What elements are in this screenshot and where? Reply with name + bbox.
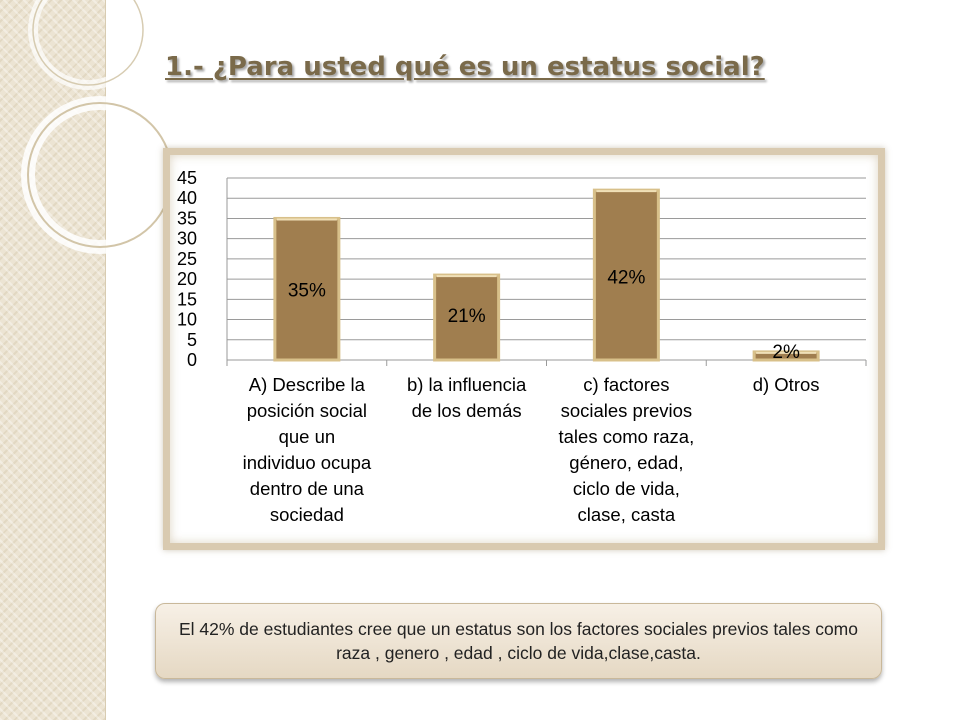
summary-box: El 42% de estudiantes cree que un estatu…: [155, 603, 882, 679]
y-tick-label: 10: [177, 310, 197, 330]
category-label: b) la influencia de los demás: [407, 374, 527, 421]
category-label: c) factores sociales previos tales como ra…: [559, 374, 695, 525]
category-label-line: c) factores: [583, 374, 669, 395]
category-label-line: género, edad,: [569, 452, 683, 473]
category-label-line: ciclo de vida,: [573, 478, 680, 499]
data-label: 42%: [607, 268, 645, 289]
category-label-line: posición social: [247, 400, 367, 421]
y-tick-label: 5: [187, 330, 197, 350]
category-label-line: dentro de una: [250, 478, 365, 499]
category-label: d) Otros: [753, 374, 820, 395]
category-label-line: tales como raza,: [559, 426, 695, 447]
category-label-line: individuo ocupa: [243, 452, 372, 473]
category-label-line: que un: [279, 426, 336, 447]
slide-title: 1.- ¿Para usted qué es un estatus social…: [165, 52, 765, 82]
data-label: 2%: [772, 342, 800, 363]
y-tick-label: 0: [187, 350, 197, 370]
bar: [433, 273, 501, 362]
y-tick-label: 20: [177, 269, 197, 289]
category-label: A) Describe la posición social que un indiv…: [243, 374, 372, 525]
data-label: 21%: [448, 306, 486, 327]
category-label-line: sociales previos: [561, 400, 693, 421]
category-label-line: clase, casta: [578, 504, 676, 525]
summary-text: El 42% de estudiantes cree que un estatu…: [179, 619, 858, 663]
chart-frame: 0 5 10 15 20 25 30 35 40 45 35% 21% 42% 2% A) Describe…: [163, 148, 885, 550]
y-tick-label: 35: [177, 208, 197, 228]
y-tick-label: 40: [177, 188, 197, 208]
y-tick-label: 15: [177, 289, 197, 309]
data-label: 35%: [288, 280, 326, 301]
category-label-line: A) Describe la: [249, 374, 366, 395]
bar: [273, 216, 341, 362]
y-tick-label: 45: [177, 168, 197, 188]
y-tick-label: 25: [177, 249, 197, 269]
bar: [592, 188, 660, 362]
category-label-line: sociedad: [270, 504, 344, 525]
y-tick-label: 30: [177, 229, 197, 249]
category-label-line: de los demás: [412, 400, 522, 421]
category-label-line: d) Otros: [753, 374, 820, 395]
category-label-line: b) la influencia: [407, 374, 527, 395]
